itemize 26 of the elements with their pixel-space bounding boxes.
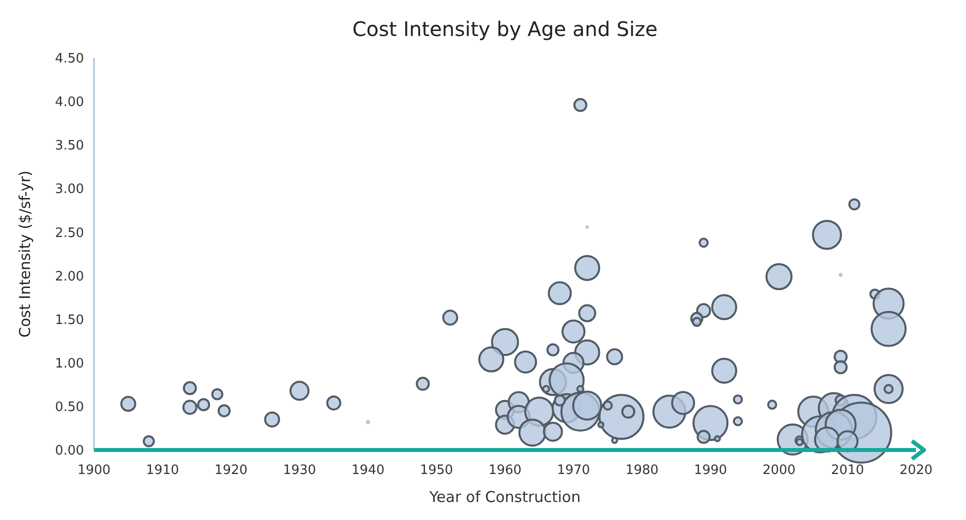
y-tick-label: 4.00 [55, 95, 84, 110]
x-tick-label: 2010 [830, 463, 864, 478]
y-tick-label: 3.00 [55, 182, 84, 198]
x-tick-label: 1950 [420, 463, 454, 478]
x-tick-label: 1970 [556, 463, 590, 478]
x-tick-label: 1900 [77, 463, 111, 478]
x-tick-label: 1940 [351, 463, 385, 478]
y-tick-label: 0.50 [55, 400, 84, 415]
y-tick-label: 0.00 [55, 444, 84, 459]
x-tick-label: 2000 [762, 463, 796, 478]
y-tick-label: 1.50 [55, 312, 84, 328]
x-axis-title: Year of Construction [428, 488, 581, 506]
x-tick-label: 1920 [214, 463, 248, 478]
y-tick-label: 2.50 [55, 226, 84, 241]
x-tick-label: 2020 [899, 463, 933, 478]
y-tick-label: 3.50 [55, 138, 84, 154]
x-tick-label: 1980 [625, 463, 659, 478]
x-tick-label: 1910 [146, 463, 180, 478]
x-tick-label: 1930 [282, 463, 316, 478]
chart-title: Cost Intensity by Age and Size [352, 17, 658, 41]
y-axis-title: Cost Intensity ($/sf-yr) [16, 170, 34, 338]
y-tick-label: 1.00 [55, 356, 84, 372]
y-tick-label: 2.00 [55, 269, 84, 284]
y-tick-label: 4.50 [55, 52, 84, 67]
x-tick-label: 1960 [488, 463, 522, 478]
x-tick-label: 1990 [694, 463, 728, 478]
